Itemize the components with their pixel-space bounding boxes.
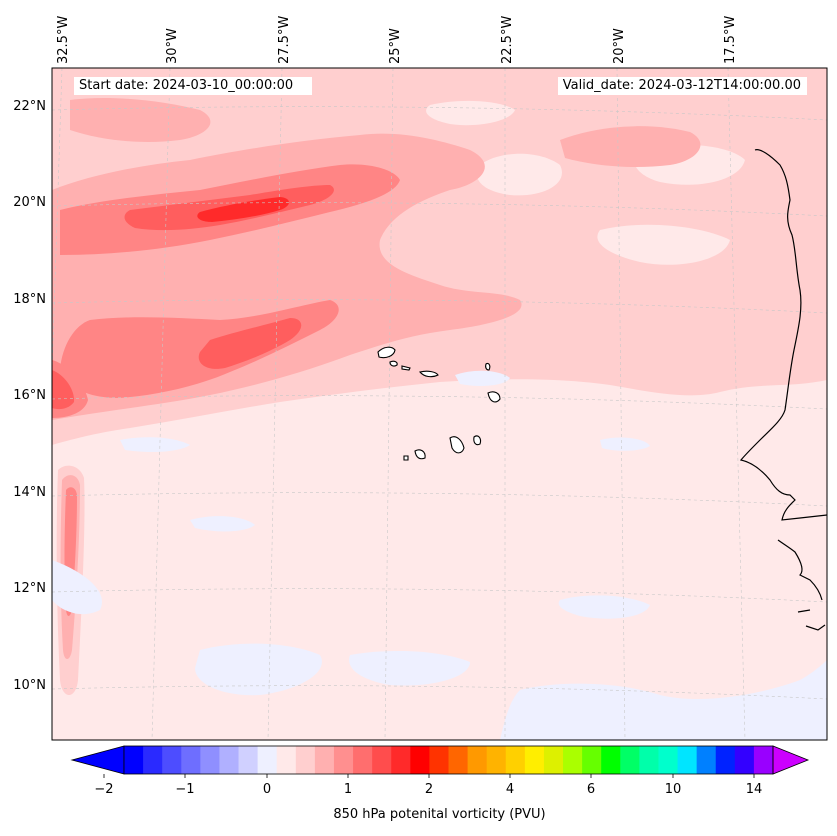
- cb-tick-label: 6: [587, 782, 595, 797]
- cb-tick-label: 10: [665, 782, 682, 797]
- lat-label-12: 12°N: [13, 581, 46, 596]
- colorbar-segment: [353, 746, 373, 774]
- colorbar-segment: [219, 746, 240, 774]
- colorbar: [70, 745, 810, 778]
- cb-tick-label: 14: [746, 782, 763, 797]
- colorbar-segment: [257, 746, 278, 774]
- pv-negative: [349, 650, 470, 686]
- colorbar-extend-low: [70, 745, 125, 775]
- cb-tick-label: 0: [263, 782, 271, 797]
- coastline-south: [777, 539, 826, 631]
- pv-negative: [52, 560, 102, 615]
- pv-negative: [120, 437, 190, 453]
- colorbar-segment: [696, 746, 717, 774]
- lon-label-25: 25°W: [388, 28, 403, 64]
- colorbar-frame: [123, 745, 774, 775]
- islands: [377, 346, 501, 461]
- colorbar-segment: [276, 746, 297, 774]
- colorbar-segment: [543, 746, 564, 774]
- colorbar-segment: [333, 746, 354, 774]
- colorbar-title: 850 hPa potenital vorticity (PVU): [333, 807, 546, 822]
- colorbar-segment: [753, 746, 774, 774]
- pv-contour-medium-east: [560, 126, 701, 168]
- cb-tick-label: −2: [94, 782, 113, 797]
- pv-negative: [500, 660, 827, 740]
- lon-label-17-5: 17.5°W: [723, 16, 738, 64]
- map-frame: [51, 67, 828, 741]
- pv-hole: [426, 100, 515, 126]
- gridlines: [52, 68, 827, 740]
- cb-tick-label: 4: [506, 782, 514, 797]
- cb-tick-label: 1: [344, 782, 352, 797]
- lon-label-30: 30°W: [165, 28, 180, 64]
- colorbar-segment: [448, 746, 469, 774]
- colorbar-segment: [124, 746, 144, 774]
- pv-contour-max: [197, 197, 289, 222]
- colorbar-segment: [181, 746, 201, 774]
- pv-contour-stronger-edge: [52, 370, 75, 410]
- colorbar-segment: [314, 746, 335, 774]
- colorbar-segment: [410, 746, 430, 774]
- pv-negative: [195, 643, 322, 696]
- lon-label-27-5: 27.5°W: [277, 16, 292, 64]
- cb-tick-label: 2: [425, 782, 433, 797]
- colorbar-segment: [677, 746, 698, 774]
- start-date-banner: Start date: 2024-03-10_00:00:00: [74, 77, 312, 95]
- pv-negative: [558, 595, 650, 619]
- cb-tick-label: −1: [175, 782, 194, 797]
- lon-label-22-5: 22.5°W: [500, 16, 515, 64]
- colorbar-segment: [524, 746, 545, 774]
- colorbar-segment: [639, 746, 659, 774]
- colorbar-segment: [391, 746, 411, 774]
- lon-label-32-5: 32.5°W: [56, 16, 71, 64]
- colorbar-segment: [372, 746, 392, 774]
- colorbar-segment: [295, 746, 316, 774]
- colorbar-segment: [563, 746, 583, 774]
- colorbar-segment: [143, 746, 163, 774]
- lat-label-10: 10°N: [13, 678, 46, 693]
- lat-label-16: 16°N: [13, 388, 46, 403]
- pv-hole: [597, 224, 730, 265]
- pv-hole: [476, 153, 562, 196]
- colorbar-segment: [601, 746, 621, 774]
- pv-contour-stronger-south: [198, 318, 302, 369]
- colorbar-segment: [486, 746, 507, 774]
- lat-label-20: 20°N: [13, 195, 46, 210]
- lat-labels: 22°N 20°N 18°N 16°N 14°N 12°N 10°N: [13, 99, 46, 693]
- lat-label-14: 14°N: [13, 485, 46, 500]
- colorbar-segment: [658, 746, 679, 774]
- colorbar-segment: [200, 746, 220, 774]
- colorbar-segment: [238, 746, 259, 774]
- colorbar-segment: [505, 746, 526, 774]
- pv-negative: [190, 516, 255, 532]
- colorbar-segment: [467, 746, 488, 774]
- colorbar-extend-high: [772, 745, 810, 775]
- colorbar-segment: [620, 746, 640, 774]
- colorbar-segment: [582, 746, 602, 774]
- colorbar-ticks: −2 −1 0 1 2 4 6 10 14: [94, 782, 762, 797]
- lon-labels: 32.5°W 30°W 27.5°W 25°W 22.5°W 20°W 17.5…: [56, 16, 738, 64]
- pv-negative: [455, 370, 510, 386]
- pv-negative: [600, 437, 650, 451]
- lon-label-20: 20°W: [612, 28, 627, 64]
- lat-label-22: 22°N: [13, 99, 46, 114]
- colorbar-segment: [715, 746, 736, 774]
- coastline: [739, 149, 827, 521]
- colorbar-segment: [162, 746, 182, 774]
- valid-date-banner: Valid_date: 2024-03-12T14:00:00.00: [557, 77, 807, 95]
- lat-label-18: 18°N: [13, 292, 46, 307]
- colorbar-segment: [429, 746, 449, 774]
- pv-contour-medium-nw: [70, 98, 211, 142]
- colorbar-segment: [734, 746, 755, 774]
